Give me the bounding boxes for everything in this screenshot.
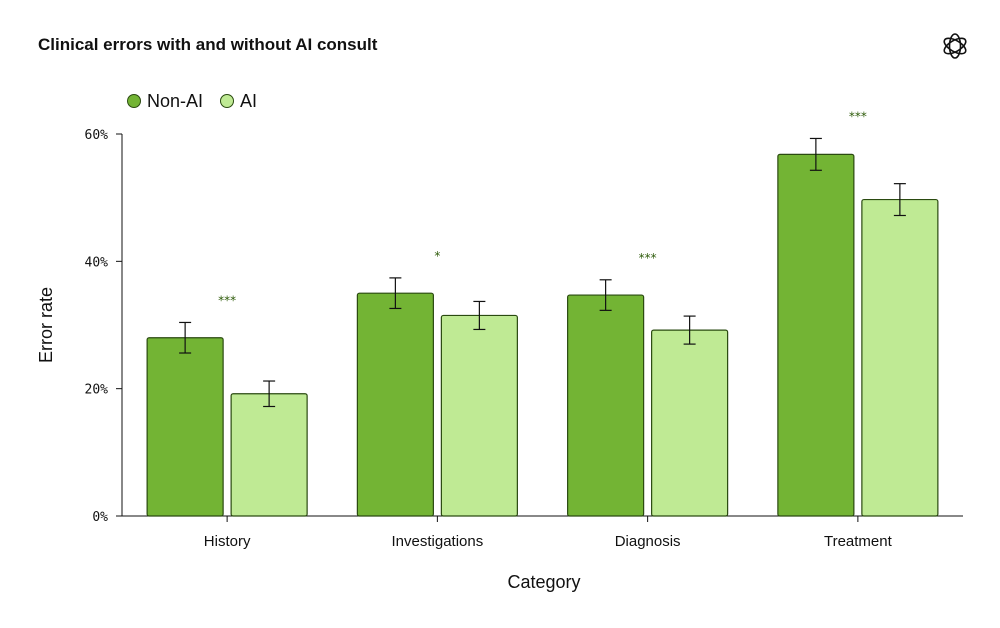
legend-swatch-ai [220, 94, 234, 108]
x-tick-label: History [204, 533, 251, 550]
legend-label-non-ai: Non-AI [147, 91, 203, 111]
x-axis-label: Category [507, 572, 580, 592]
bar-non-ai [146, 337, 224, 517]
x-tick-label: Investigations [392, 533, 484, 550]
legend: Non-AI AI [127, 91, 257, 111]
openai-logo-icon [943, 33, 967, 59]
bar-ai [440, 314, 518, 517]
x-tick-label: Treatment [824, 533, 893, 550]
significance-marker: *** [639, 251, 657, 265]
y-tick-label: 0% [92, 510, 108, 525]
legend-label-ai: AI [240, 91, 257, 111]
x-tick-label: Diagnosis [615, 533, 681, 550]
y-tick-label: 20% [85, 383, 109, 398]
bar-non-ai [777, 153, 855, 517]
significance-marker: *** [849, 109, 867, 123]
bar-ai [230, 393, 308, 517]
bar-non-ai [567, 294, 645, 517]
significance-marker: *** [218, 293, 236, 307]
legend-swatch-non-ai [127, 94, 141, 108]
chart-title: Clinical errors with and without AI cons… [38, 35, 378, 54]
bar-ai [861, 198, 939, 517]
bar-ai [651, 329, 729, 517]
significance-marker: * [434, 249, 440, 263]
y-tick-label: 40% [85, 255, 109, 270]
y-axis-label: Error rate [36, 287, 56, 363]
bar-non-ai [356, 292, 434, 517]
y-tick-label: 60% [85, 128, 109, 143]
